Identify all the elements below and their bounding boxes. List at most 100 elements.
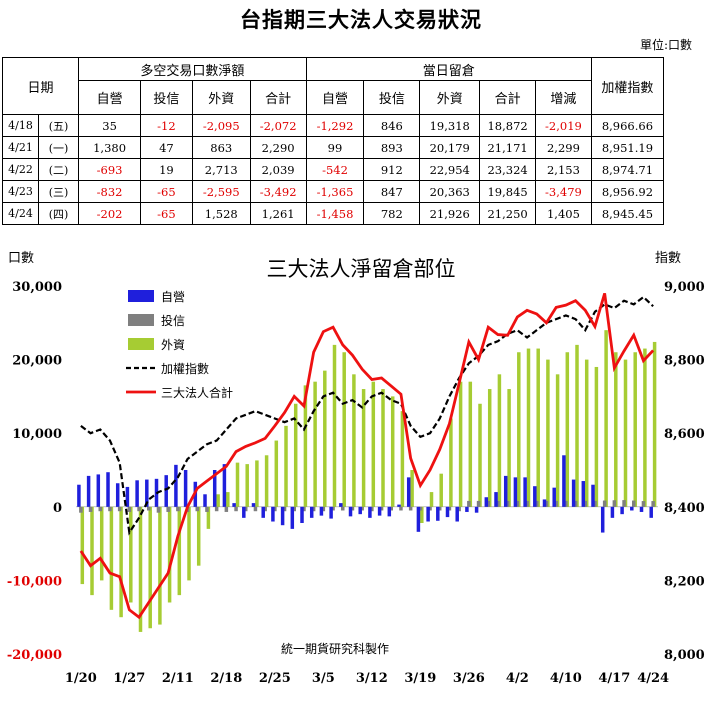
foreign-bar: [633, 352, 637, 507]
chart-title: 三大法人淨留倉部位: [267, 257, 456, 281]
foreign-bar: [216, 494, 220, 507]
y2-axis-label: 指數: [655, 251, 681, 266]
dealer-bar: [562, 455, 566, 507]
legend-total-label: 三大法人合計: [161, 385, 233, 400]
foreign-bar: [623, 359, 628, 507]
trust-bar: [438, 506, 442, 511]
table-cell: 2,299: [535, 136, 592, 159]
legend-foreign-swatch: [128, 338, 154, 350]
column-header: 外資: [419, 80, 481, 115]
foreign-bar: [138, 506, 143, 632]
dealer-bar: [164, 475, 168, 507]
table-cell: 8,974.71: [590, 158, 665, 181]
table-cell: -12: [140, 114, 193, 137]
foreign-bar: [303, 385, 308, 507]
foreign-bar: [148, 506, 152, 629]
foreign-bar: [507, 389, 511, 507]
dealer-bar: [503, 475, 508, 507]
column-header: 外資: [191, 80, 251, 115]
trust-bar: [360, 506, 364, 511]
trust-bar: [408, 506, 413, 511]
table-cell: 912: [363, 158, 421, 181]
trust-bar: [88, 506, 93, 512]
column-header: 自營: [305, 80, 365, 115]
trust-bar: [535, 500, 539, 507]
trust-bar: [253, 506, 258, 512]
trust-bar: [341, 506, 345, 511]
x-tick-label: 1/20: [65, 671, 97, 686]
dealer-bar: [445, 506, 450, 518]
dealer-bar: [251, 503, 256, 507]
table-cell: 863: [191, 136, 251, 159]
table-cell: -2,019: [535, 114, 592, 137]
net-position-chart: 三大法人淨留倉部位 口數 指數 30,000 20,000 10,000 0 -10,000 -…: [7, 251, 705, 686]
table-cell: 21,171: [479, 136, 537, 159]
trust-bar: [273, 506, 277, 512]
table-cell: -2,095: [191, 114, 251, 137]
foreign-bar: [313, 381, 317, 507]
index-line: [80, 295, 654, 536]
total-line: [79, 292, 655, 620]
foreign-bar: [468, 381, 473, 507]
trust-bar: [331, 506, 335, 511]
x-tick-label: 1/27: [113, 671, 145, 686]
table-cell: 8,956.92: [590, 180, 665, 203]
trust-bar: [176, 506, 180, 512]
table-cell: -65: [140, 180, 193, 203]
trust-bar: [467, 500, 471, 507]
foreign-bar: [167, 506, 172, 603]
dealer-bar: [639, 506, 644, 512]
foreign-bar: [332, 344, 337, 507]
dealer-bar: [610, 506, 615, 518]
foreign-bar: [342, 352, 346, 507]
x-tick-label: 4/10: [550, 671, 582, 686]
trust-bar: [632, 500, 636, 507]
foreign-bar: [536, 348, 540, 507]
foreign-bar: [497, 374, 502, 507]
trust-bar: [321, 506, 326, 512]
row-weekday: (一): [37, 136, 80, 159]
dealer-bar: [135, 480, 139, 507]
legend-foreign-label: 外資: [161, 338, 185, 352]
dealer-bar: [494, 492, 498, 507]
trust-bar: [428, 506, 432, 511]
trust-bar: [292, 506, 296, 512]
column-header: 合計: [479, 80, 537, 115]
table-cell: 846: [363, 114, 421, 137]
dealer-bar: [377, 506, 382, 516]
dealer-bar: [484, 497, 489, 507]
table-cell: -542: [305, 158, 365, 181]
y2-tick-label: 8,200: [664, 574, 705, 589]
table-cell: -3,479: [535, 180, 592, 203]
row-date: 4/18: [2, 114, 39, 137]
legend-trust-label: 投信: [161, 313, 185, 328]
table-row: 4/23 (三) -832 -65 -2,595 -3,492 -1,365 847 20,36…: [2, 180, 665, 203]
foreign-bar: [584, 359, 589, 507]
trust-bar: [282, 506, 287, 512]
chart-credit: 統一期貨研究科製作: [281, 641, 389, 656]
trust-bar: [573, 500, 578, 507]
table-row: 4/21 (一) 1,380 47 863 2,290 99 893 20,179 21,171 2…: [2, 136, 665, 159]
dealer-bar: [300, 506, 304, 523]
foreign-bar: [264, 455, 269, 507]
dealer-bar: [630, 506, 634, 511]
dealer-bar: [436, 506, 440, 521]
dealer-bar: [533, 486, 537, 507]
trust-bar: [166, 506, 170, 512]
dealer-bar: [339, 503, 343, 507]
foreign-bar: [226, 492, 230, 507]
x-tick-label: 3/19: [404, 671, 436, 686]
dealer-bar: [426, 506, 430, 522]
foreign-bar: [390, 396, 395, 507]
trust-bar: [389, 506, 393, 511]
table-cell: 19: [140, 158, 193, 181]
y2-tick-label: 8,800: [664, 354, 705, 369]
dealer-bar: [106, 472, 110, 507]
dealer-bar: [455, 506, 459, 522]
column-header: 投信: [363, 80, 421, 115]
table-cell: -2,072: [249, 114, 307, 137]
dealer-bar: [271, 506, 275, 522]
table-cell: 47: [140, 136, 193, 159]
dealer-bar: [600, 506, 605, 533]
foreign-bar: [420, 506, 424, 523]
